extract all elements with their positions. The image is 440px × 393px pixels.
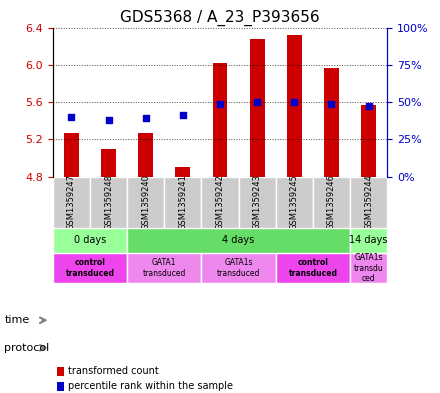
Point bbox=[180, 112, 187, 119]
Text: GSM1359247: GSM1359247 bbox=[67, 174, 76, 230]
Bar bbox=[138, 133, 153, 176]
Point bbox=[365, 103, 372, 110]
Text: 4 days: 4 days bbox=[223, 235, 255, 245]
Point bbox=[68, 114, 75, 120]
Text: GSM1359248: GSM1359248 bbox=[104, 174, 113, 230]
Text: protocol: protocol bbox=[4, 343, 50, 353]
Bar bbox=[361, 105, 376, 176]
FancyBboxPatch shape bbox=[276, 176, 313, 228]
FancyBboxPatch shape bbox=[350, 253, 387, 283]
Text: GATA1
transduced: GATA1 transduced bbox=[143, 258, 186, 278]
Bar bbox=[213, 63, 227, 176]
Text: control
transduced: control transduced bbox=[66, 258, 114, 278]
Text: GATA1s
transduced: GATA1s transduced bbox=[217, 258, 260, 278]
FancyBboxPatch shape bbox=[127, 228, 350, 253]
Text: GSM1359244: GSM1359244 bbox=[364, 174, 373, 230]
Bar bbox=[176, 167, 190, 176]
Point bbox=[216, 100, 224, 107]
Text: percentile rank within the sample: percentile rank within the sample bbox=[68, 381, 233, 391]
Text: control
transduced: control transduced bbox=[288, 258, 337, 278]
FancyBboxPatch shape bbox=[164, 176, 202, 228]
Bar bbox=[324, 68, 339, 176]
FancyBboxPatch shape bbox=[313, 176, 350, 228]
Point bbox=[328, 100, 335, 107]
FancyBboxPatch shape bbox=[202, 253, 276, 283]
FancyBboxPatch shape bbox=[276, 253, 350, 283]
FancyBboxPatch shape bbox=[53, 228, 127, 253]
FancyBboxPatch shape bbox=[202, 176, 238, 228]
Point bbox=[105, 117, 112, 123]
Text: GSM1359246: GSM1359246 bbox=[327, 174, 336, 230]
Point bbox=[253, 99, 260, 105]
Text: GATA1s
transdu
ced: GATA1s transdu ced bbox=[354, 253, 384, 283]
FancyBboxPatch shape bbox=[127, 176, 164, 228]
FancyBboxPatch shape bbox=[90, 176, 127, 228]
Text: GSM1359240: GSM1359240 bbox=[141, 174, 150, 230]
FancyBboxPatch shape bbox=[350, 228, 387, 253]
Text: GSM1359245: GSM1359245 bbox=[290, 174, 299, 230]
Text: 0 days: 0 days bbox=[74, 235, 106, 245]
Bar bbox=[287, 35, 302, 176]
FancyBboxPatch shape bbox=[53, 253, 127, 283]
Bar bbox=[64, 133, 79, 176]
Text: GSM1359242: GSM1359242 bbox=[216, 174, 224, 230]
Point bbox=[291, 99, 298, 105]
Text: GSM1359241: GSM1359241 bbox=[178, 174, 187, 230]
Title: GDS5368 / A_23_P393656: GDS5368 / A_23_P393656 bbox=[120, 10, 320, 26]
FancyBboxPatch shape bbox=[53, 176, 90, 228]
Point bbox=[142, 115, 149, 121]
FancyBboxPatch shape bbox=[350, 176, 387, 228]
Text: transformed count: transformed count bbox=[68, 366, 159, 376]
Text: GSM1359243: GSM1359243 bbox=[253, 174, 262, 230]
FancyBboxPatch shape bbox=[238, 176, 276, 228]
Text: 14 days: 14 days bbox=[349, 235, 388, 245]
Bar bbox=[101, 149, 116, 176]
Text: time: time bbox=[4, 315, 29, 325]
Bar bbox=[250, 39, 264, 176]
FancyBboxPatch shape bbox=[127, 253, 202, 283]
